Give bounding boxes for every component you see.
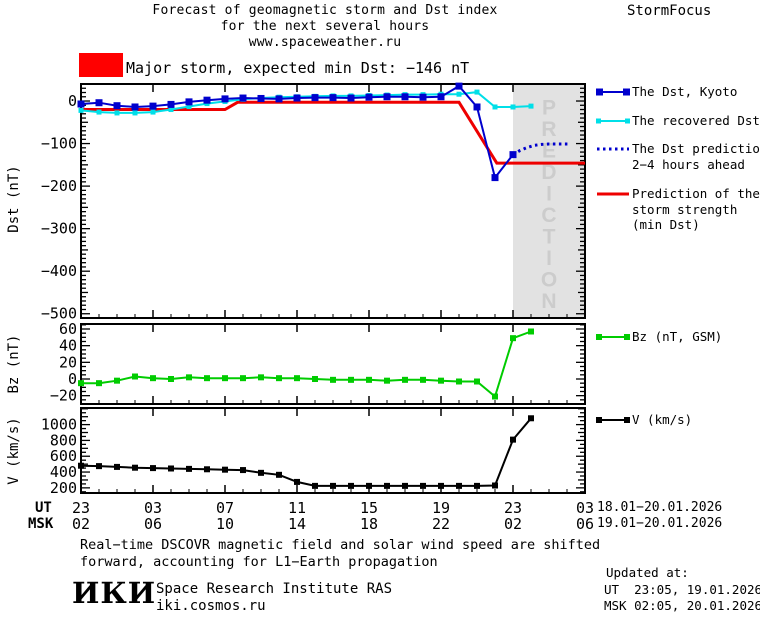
prediction-band-letter: D bbox=[541, 161, 556, 184]
prediction-band-letter: E bbox=[542, 140, 556, 163]
plot-frame bbox=[80, 407, 586, 494]
legend-label-dst-kyoto: The Dst, Kyoto bbox=[632, 84, 738, 99]
legend-sample-dst-kyoto bbox=[596, 88, 630, 95]
x-tick-label: 03 bbox=[143, 499, 163, 517]
legend-item-bz: Bz (nT, GSM) bbox=[596, 329, 722, 344]
storm-alert-label: Major storm, expected min Dst: −146 nT bbox=[126, 59, 470, 77]
y-tick-label: 20 bbox=[59, 353, 77, 371]
legend-label-recovered: The recovered Dst bbox=[632, 113, 760, 128]
legend-sample-v bbox=[596, 416, 630, 423]
y-tick-label: −400 bbox=[41, 262, 77, 280]
y-tick-label: 400 bbox=[50, 463, 77, 481]
legend-item-v: V (km/s) bbox=[596, 412, 692, 427]
x-tick-label: 15 bbox=[359, 499, 379, 517]
x-tick-label: 23 bbox=[503, 499, 523, 517]
series-prediction-of-the-storm-strength-min-dst- bbox=[81, 100, 585, 165]
legend-item-dst-kyoto: The Dst, Kyoto bbox=[596, 84, 737, 99]
page-title-line2: for the next several hours bbox=[220, 19, 430, 34]
prediction-band-letter: C bbox=[541, 204, 556, 227]
legend-sample-recovered bbox=[596, 118, 630, 123]
y-tick-label: −200 bbox=[41, 177, 77, 195]
updated-at-label: Updated at: bbox=[606, 565, 689, 580]
x-tick-label: 02 bbox=[71, 515, 91, 533]
dst-axis-label: Dst (nT) bbox=[6, 165, 22, 233]
ut-date-range: 18.01−20.01.2026 bbox=[597, 500, 723, 515]
legend-sample-prediction-dotted-line bbox=[597, 147, 629, 150]
x-tick-label: 18 bbox=[359, 515, 379, 533]
y-tick-label: 0 bbox=[68, 370, 77, 388]
y-tick-label: 40 bbox=[59, 337, 77, 355]
legend-label-storm-line2: storm strength bbox=[632, 202, 738, 217]
x-tick-label: 14 bbox=[287, 515, 307, 533]
prediction-band bbox=[513, 84, 585, 318]
series-the-dst-prediction-2-4-hours-ahead bbox=[512, 142, 571, 156]
legend-label-bz: Bz (nT, GSM) bbox=[632, 329, 723, 344]
y-tick-label: 1000 bbox=[41, 416, 77, 434]
legend-label-prediction-line2: 2−4 hours ahead bbox=[632, 157, 745, 172]
legend-label-storm-line1: Prediction of the bbox=[632, 186, 760, 201]
x-tick-label: 19 bbox=[431, 499, 451, 517]
msk-tick-row: 02 06 10 14 18 22 02 06 bbox=[0, 515, 760, 533]
institute-site: iki.cosmos.ru bbox=[156, 598, 266, 614]
plot-frame bbox=[80, 83, 586, 319]
y-tick-label: −20 bbox=[50, 387, 77, 405]
prediction-band-letter: I bbox=[546, 247, 552, 270]
prediction-band-letter: T bbox=[543, 226, 556, 249]
y-tick-label: 0 bbox=[68, 92, 77, 110]
y-tick-label: 600 bbox=[50, 447, 77, 465]
legend-label-v: V (km/s) bbox=[632, 412, 693, 427]
y-tick-label: −500 bbox=[41, 305, 77, 323]
institute-name: Space Research Institute RAS bbox=[156, 581, 393, 597]
ut-tick-row: 23 03 07 11 15 19 23 03 bbox=[0, 499, 760, 517]
series-bz-nt-gsm- bbox=[78, 328, 534, 400]
x-tick-label: 11 bbox=[287, 499, 307, 517]
series-v-km-s- bbox=[78, 415, 534, 489]
x-tick-label: 03 bbox=[575, 499, 595, 517]
x-tick-label: 10 bbox=[215, 515, 235, 533]
updated-at-ut: UT 23:05, 19.01.2026 bbox=[604, 582, 760, 597]
footnote-line1: Real−time DSCOVR magnetic field and sola… bbox=[80, 537, 601, 553]
y-tick-label: −100 bbox=[41, 135, 77, 153]
footnote-line2: forward, accounting for L1−Earth propaga… bbox=[80, 554, 438, 570]
v-axis-label: V (km/s) bbox=[6, 417, 22, 485]
msk-axis-label: MSK bbox=[28, 516, 54, 532]
storm-level-swatch bbox=[79, 53, 123, 77]
x-tick-label: 22 bbox=[431, 515, 451, 533]
legend-label-storm-line3: (min Dst) bbox=[632, 217, 700, 232]
x-tick-label: 23 bbox=[71, 499, 91, 517]
x-tick-label: 06 bbox=[575, 515, 595, 533]
prediction-band-letter: R bbox=[541, 118, 556, 141]
y-tick-label: 200 bbox=[50, 479, 77, 497]
x-tick-label: 06 bbox=[143, 515, 163, 533]
msk-date-range: 19.01−20.01.2026 bbox=[597, 516, 723, 531]
y-tick-label: 60 bbox=[59, 320, 77, 338]
prediction-band-letter: N bbox=[541, 290, 556, 313]
site-url: www.spaceweather.ru bbox=[248, 35, 402, 50]
prediction-band-letter: I bbox=[546, 183, 552, 206]
legend-sample-bz bbox=[596, 333, 630, 340]
legend-label-prediction-line1: The Dst prediction bbox=[632, 141, 760, 156]
y-tick-label: 800 bbox=[50, 431, 77, 449]
legend-item-prediction: The Dst prediction bbox=[596, 141, 760, 156]
updated-at-msk: MSK 02:05, 20.01.2026 bbox=[604, 598, 760, 613]
legend-item-storm-strength: Prediction of the bbox=[596, 186, 760, 201]
y-tick-label: −300 bbox=[41, 220, 77, 238]
iki-logo: ИКИ bbox=[72, 576, 157, 610]
series-the-dst-kyoto bbox=[77, 82, 517, 182]
x-tick-label: 02 bbox=[503, 515, 523, 533]
page-title-line1: Forecast of geomagnetic storm and Dst in… bbox=[152, 3, 498, 18]
prediction-band-letter: P bbox=[542, 97, 556, 120]
ut-axis-label: UT bbox=[35, 500, 52, 516]
prediction-band-letter: O bbox=[541, 269, 557, 292]
brand-label: StormFocus bbox=[627, 3, 712, 19]
legend-sample-storm-red-line bbox=[597, 192, 629, 195]
legend-item-recovered: The recovered Dst bbox=[596, 113, 760, 128]
plot-frame bbox=[80, 323, 586, 405]
x-tick-label: 07 bbox=[215, 499, 235, 517]
